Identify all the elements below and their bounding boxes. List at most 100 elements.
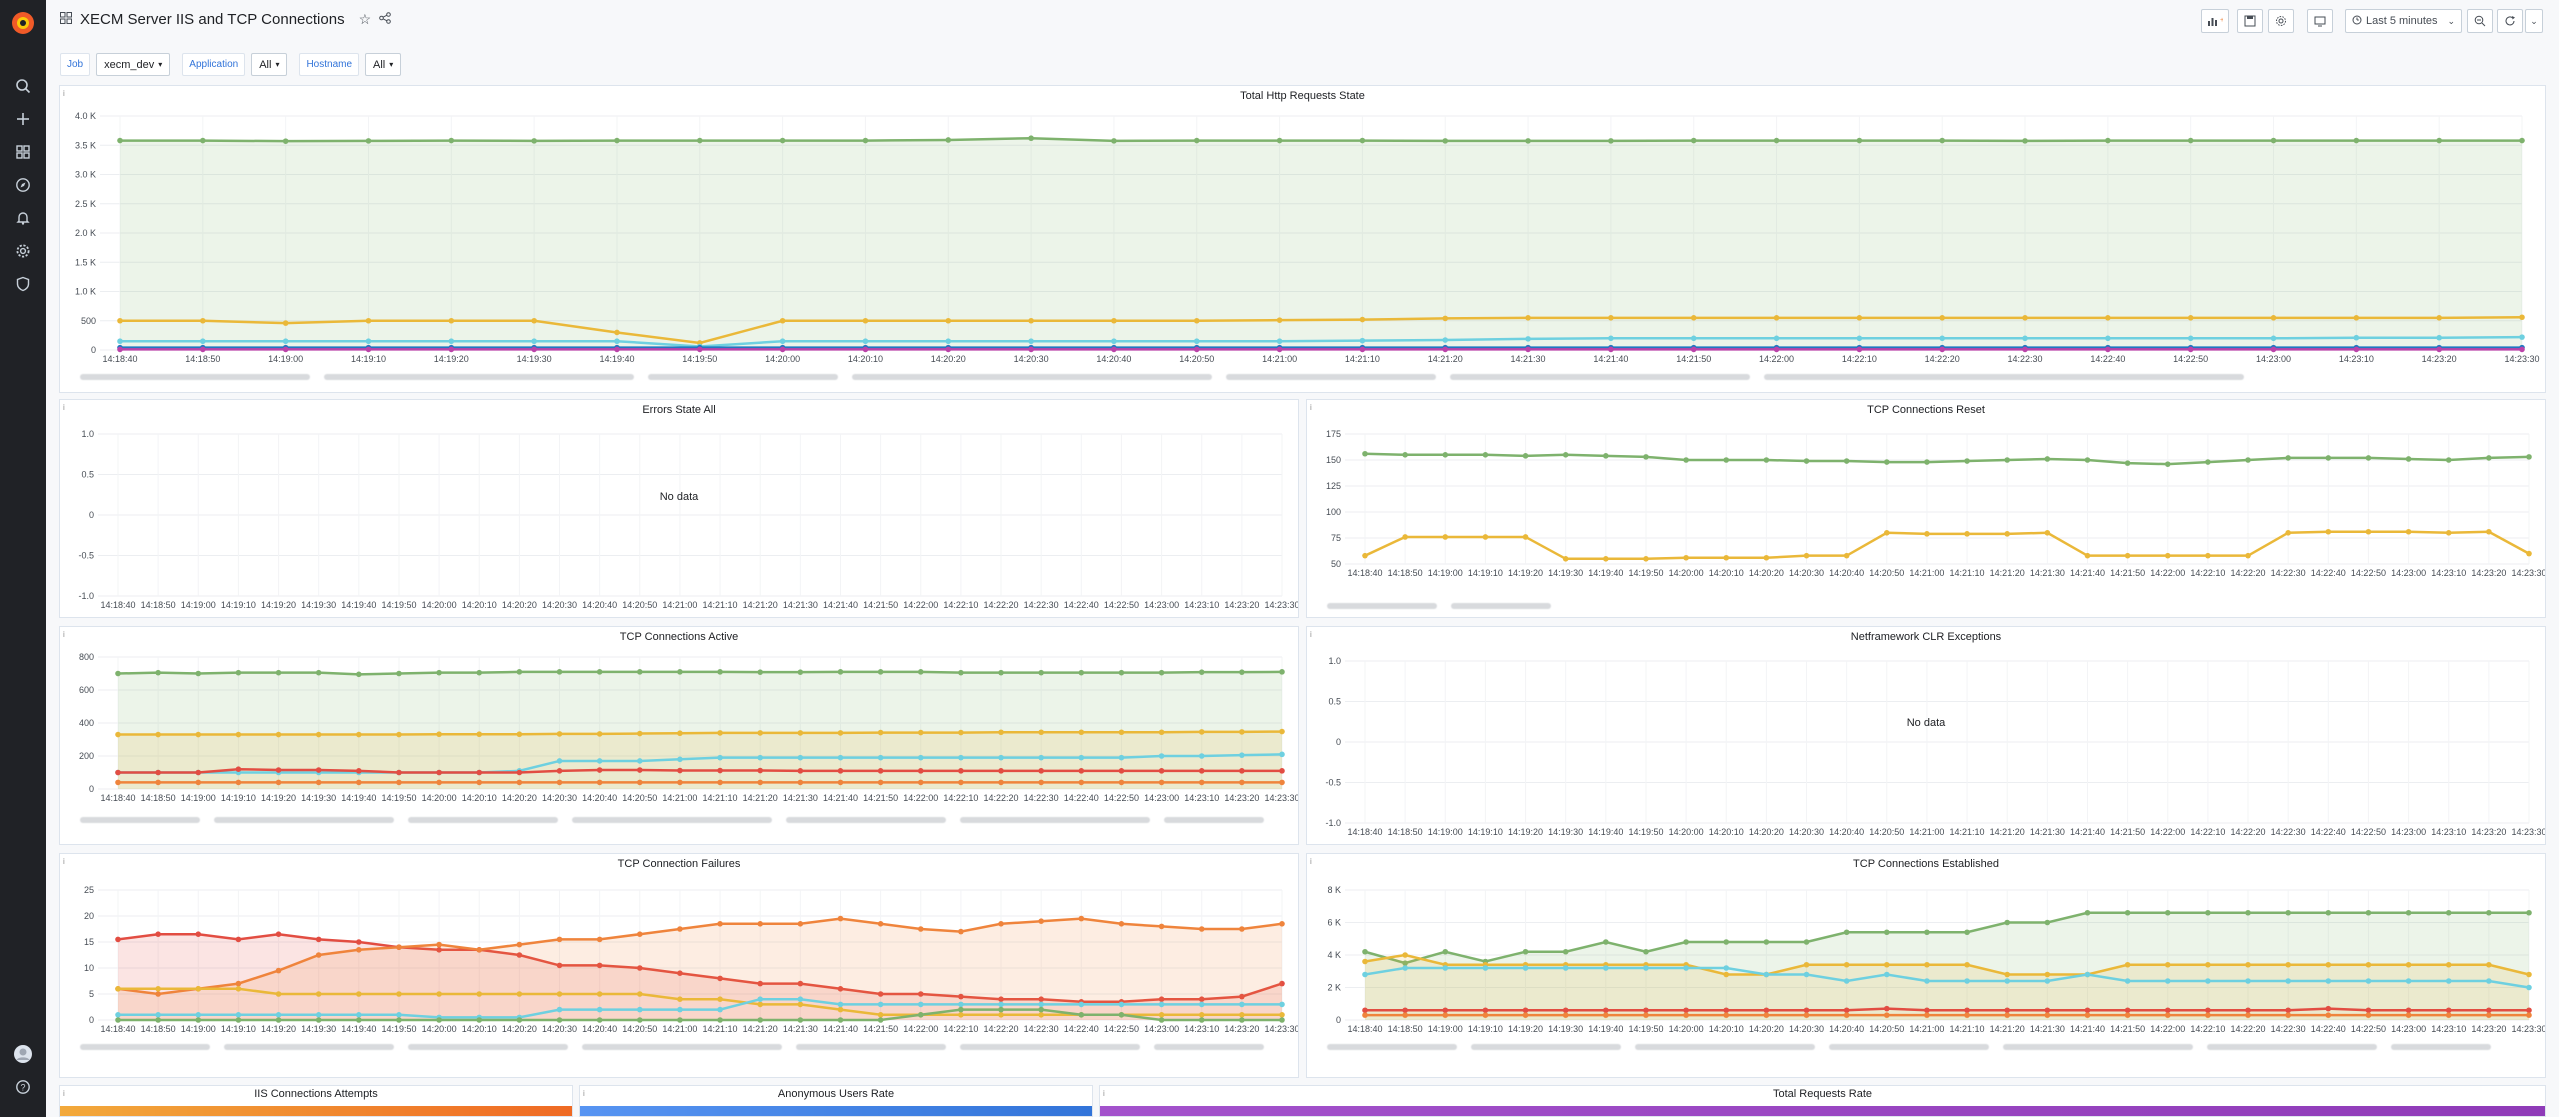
data-point bbox=[282, 346, 289, 353]
panel-title[interactable]: IIS Connections Attempts bbox=[254, 1088, 378, 1100]
legend-item[interactable] bbox=[1327, 1044, 1457, 1050]
panel-title[interactable]: TCP Connections Established bbox=[1853, 858, 1999, 870]
panel-info-icon[interactable]: i bbox=[1310, 403, 1312, 412]
legend-item[interactable] bbox=[408, 817, 558, 823]
save-dashboard-button[interactable] bbox=[2237, 9, 2263, 33]
legend-item[interactable] bbox=[1450, 374, 1750, 380]
dashboard-title-bar: XECM Server IIS and TCP Connections ☆ bbox=[60, 11, 391, 28]
data-point bbox=[1562, 1012, 1569, 1018]
panel-info-icon[interactable]: i bbox=[1310, 630, 1312, 639]
user-avatar[interactable] bbox=[13, 1044, 33, 1064]
legend-item[interactable] bbox=[408, 1044, 568, 1050]
panel-title[interactable]: TCP Connections Reset bbox=[1867, 404, 1985, 416]
legend-item[interactable] bbox=[960, 817, 1150, 823]
panel-title[interactable]: Total Http Requests State bbox=[1240, 90, 1365, 102]
legend-item[interactable] bbox=[1154, 1044, 1264, 1050]
data-point bbox=[1239, 993, 1245, 1000]
panel-netframework-clr-exceptions[interactable]: i Netframework CLR Exceptions -1.0 -0.5 0 0… bbox=[1306, 626, 2546, 845]
data-point bbox=[1522, 948, 1529, 955]
panel-tcp-connections-established[interactable]: i TCP Connections Established 0 2 K 4 K 6 K… bbox=[1306, 853, 2546, 1078]
legend-item[interactable] bbox=[1471, 1044, 1621, 1050]
panel-title[interactable]: Errors State All bbox=[642, 404, 716, 416]
panel-total-requests-rate[interactable]: i Total Requests Rate bbox=[1099, 1085, 2546, 1117]
legend-item[interactable] bbox=[214, 817, 394, 823]
legend-item[interactable] bbox=[80, 1044, 210, 1050]
x-tick-label: 14:21:50 bbox=[1676, 354, 1711, 364]
legend-item[interactable] bbox=[786, 817, 946, 823]
plus-icon[interactable] bbox=[13, 109, 33, 129]
dashboards-icon[interactable] bbox=[13, 142, 33, 162]
legend-item[interactable] bbox=[1327, 603, 1437, 609]
panel-info-icon[interactable]: i bbox=[63, 630, 65, 639]
panel-anonymous-users-rate[interactable]: i Anonymous Users Rate bbox=[579, 1085, 1093, 1117]
panel-title[interactable]: Netframework CLR Exceptions bbox=[1850, 631, 2002, 643]
panel-tcp-connections-active[interactable]: i TCP Connections Active 0 200 400 600 800 14… bbox=[59, 626, 1299, 845]
variable-select-application[interactable]: All ▾ bbox=[251, 53, 288, 76]
panel-total-http-requests-state[interactable]: i Total Http Requests State 0 500 1.0 K 1.5… bbox=[59, 85, 2546, 393]
data-point bbox=[1964, 961, 1970, 968]
legend-item[interactable] bbox=[648, 374, 838, 380]
shield-icon[interactable] bbox=[13, 274, 33, 294]
legend-item[interactable] bbox=[852, 374, 1212, 380]
panel-info-icon[interactable]: i bbox=[63, 89, 65, 98]
legend-item[interactable] bbox=[80, 817, 200, 823]
time-range-picker[interactable]: Last 5 minutes ⌄ bbox=[2345, 9, 2462, 33]
legend-item[interactable] bbox=[2391, 1044, 2491, 1050]
panel-info-icon[interactable]: i bbox=[1103, 1089, 1105, 1098]
panel-tcp-connections-reset[interactable]: i TCP Connections Reset 50 75 100 125 150 175… bbox=[1306, 399, 2546, 618]
legend-item[interactable] bbox=[582, 1044, 782, 1050]
data-point bbox=[235, 669, 242, 676]
data-point bbox=[2325, 528, 2332, 535]
legend-item[interactable] bbox=[1226, 374, 1436, 380]
panel-info-icon[interactable]: i bbox=[63, 403, 65, 412]
panel-info-icon[interactable]: i bbox=[63, 857, 65, 866]
panel-tcp-connection-failures[interactable]: i TCP Connection Failures 0 5 10 15 20 25 14:1… bbox=[59, 853, 1299, 1078]
panel-info-icon[interactable]: i bbox=[1310, 857, 1312, 866]
legend-item[interactable] bbox=[960, 1044, 1140, 1050]
legend-item[interactable] bbox=[572, 817, 772, 823]
data-point bbox=[636, 758, 643, 764]
panel-title[interactable]: Anonymous Users Rate bbox=[777, 1088, 895, 1100]
legend-item[interactable] bbox=[1164, 817, 1264, 823]
legend-item[interactable] bbox=[796, 1044, 946, 1050]
panel-errors-state-all[interactable]: i Errors State All -1.0 -0.5 0 0.5 1.0 14:18:… bbox=[59, 399, 1299, 618]
legend-item[interactable] bbox=[1764, 374, 2244, 380]
share-icon[interactable] bbox=[379, 11, 391, 28]
refresh-interval-dropdown[interactable]: ⌄ bbox=[2525, 9, 2543, 33]
dashboard-settings-button[interactable] bbox=[2268, 9, 2294, 33]
refresh-button[interactable] bbox=[2497, 9, 2523, 33]
legend-item[interactable] bbox=[2003, 1044, 2193, 1050]
legend-item[interactable] bbox=[2207, 1044, 2377, 1050]
legend-item[interactable] bbox=[224, 1044, 394, 1050]
data-point bbox=[2445, 457, 2452, 463]
dashboard-grid-icon[interactable] bbox=[60, 11, 72, 28]
legend-item[interactable] bbox=[80, 374, 310, 380]
add-panel-button[interactable]: + bbox=[2201, 9, 2229, 33]
panel-title[interactable]: TCP Connection Failures bbox=[617, 858, 741, 870]
help-icon[interactable]: ? bbox=[13, 1077, 33, 1097]
panel-title[interactable]: Total Requests Rate bbox=[1772, 1088, 1873, 1100]
legend-item[interactable] bbox=[324, 374, 634, 380]
zoom-out-button[interactable] bbox=[2467, 9, 2493, 33]
panel-info-icon[interactable]: i bbox=[63, 1089, 65, 1098]
search-icon[interactable] bbox=[13, 76, 33, 96]
panel-title[interactable]: TCP Connections Active bbox=[619, 631, 739, 643]
variable-select-hostname[interactable]: All ▾ bbox=[365, 53, 402, 76]
stat-gradient-bar bbox=[580, 1106, 1092, 1116]
star-icon[interactable]: ☆ bbox=[358, 11, 372, 27]
grafana-logo-icon[interactable] bbox=[9, 9, 37, 37]
settings-gear-icon[interactable] bbox=[13, 241, 33, 261]
legend-item[interactable] bbox=[1451, 603, 1551, 609]
explore-compass-icon[interactable] bbox=[13, 175, 33, 195]
legend-item[interactable] bbox=[1829, 1044, 1989, 1050]
data-point bbox=[115, 769, 121, 776]
legend-item[interactable] bbox=[1635, 1044, 1815, 1050]
panel-info-icon[interactable]: i bbox=[583, 1089, 585, 1098]
x-tick-label: 14:20:20 bbox=[1749, 827, 1784, 837]
y-tick-label: 1.0 bbox=[1328, 656, 1341, 666]
variable-select-job[interactable]: xecm_dev ▾ bbox=[96, 53, 171, 76]
dashboard-title[interactable]: XECM Server IIS and TCP Connections bbox=[80, 11, 345, 28]
panel-iis-connections-attempts[interactable]: i IIS Connections Attempts bbox=[59, 1085, 573, 1117]
alerting-bell-icon[interactable] bbox=[13, 208, 33, 228]
tv-mode-button[interactable] bbox=[2307, 9, 2333, 33]
